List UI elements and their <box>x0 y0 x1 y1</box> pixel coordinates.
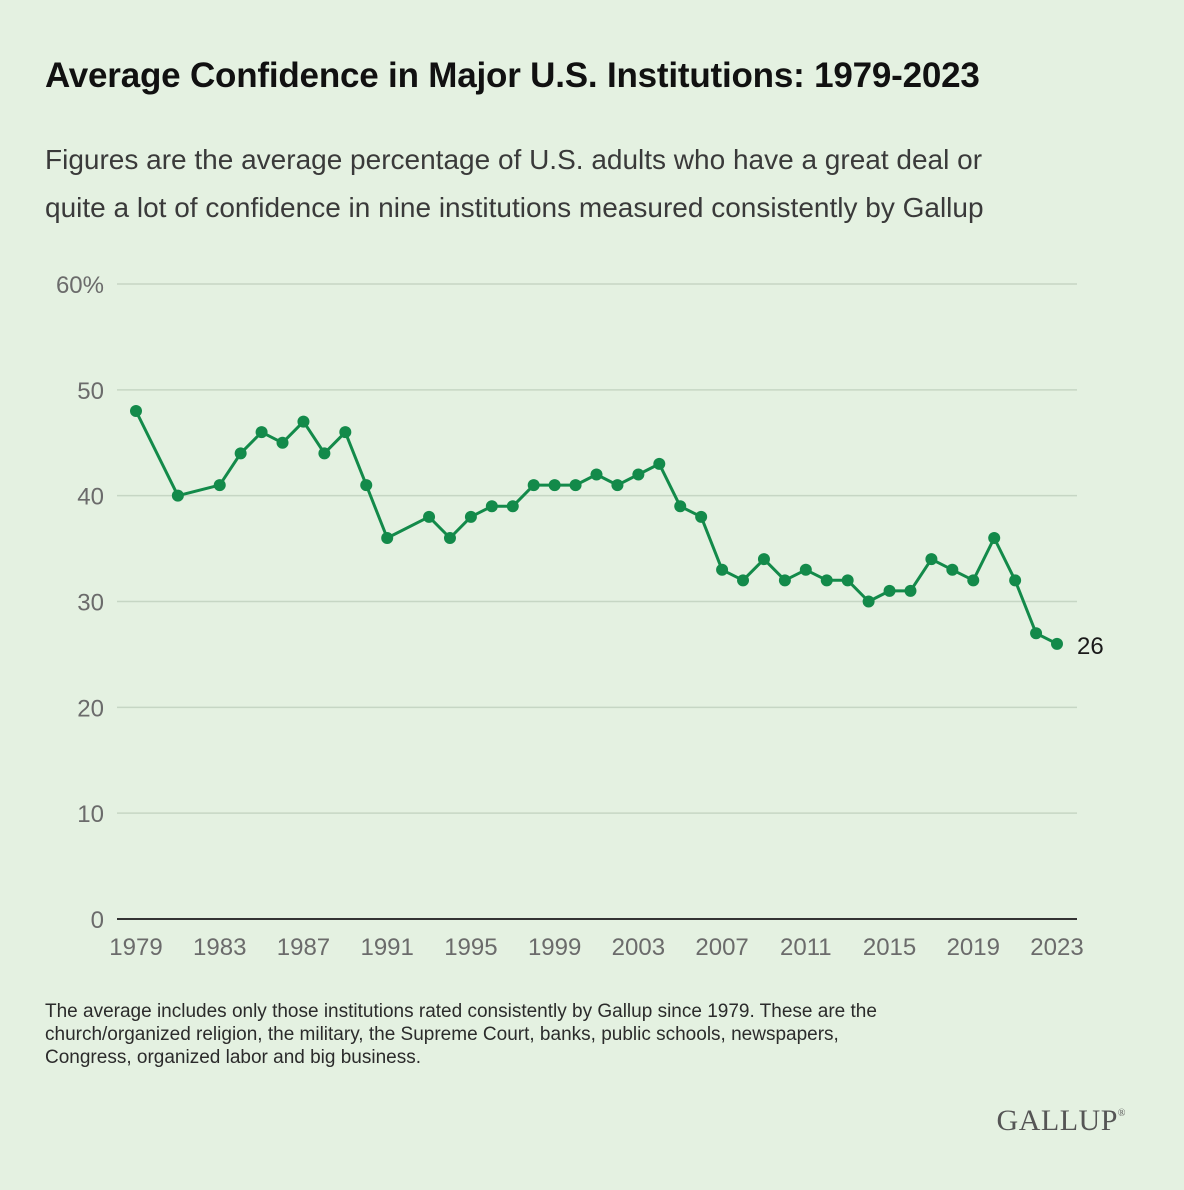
chart-title: Average Confidence in Major U.S. Institu… <box>45 56 980 95</box>
x-tick-label: 1999 <box>528 934 581 961</box>
data-point-2012 <box>820 574 833 587</box>
x-tick-label: 1995 <box>444 934 497 961</box>
y-axis-ticks: 0 10 20 30 40 50 60% <box>56 272 104 934</box>
gallup-logo: GALLUP® <box>997 1104 1126 1138</box>
data-point-1991 <box>381 532 394 544</box>
y-tick-label: 40 <box>77 484 104 511</box>
data-point-2008 <box>737 574 750 587</box>
x-tick-label: 1983 <box>193 934 246 961</box>
data-point-1999 <box>548 479 561 492</box>
y-tick-label: 10 <box>77 801 104 828</box>
subtitle-line-1: Figures are the average percentage of U.… <box>45 144 983 175</box>
data-point-2013 <box>841 574 854 587</box>
data-point-2004 <box>653 457 666 470</box>
data-point-1984 <box>234 447 247 460</box>
y-tick-label: 0 <box>91 907 104 934</box>
registered-mark: ® <box>1117 1108 1126 1119</box>
data-point-2014 <box>862 595 875 608</box>
chart-subtitle: Figures are the average percentage of U.… <box>45 136 1145 232</box>
footnote: The average includes only those institut… <box>45 1000 1145 1069</box>
series-confidence: 26 <box>130 405 1104 660</box>
data-point-2017 <box>925 553 938 566</box>
x-tick-label: 2023 <box>1030 934 1083 961</box>
data-point-2011 <box>799 563 812 576</box>
data-point-2020 <box>988 532 1001 544</box>
data-point-2022 <box>1030 627 1043 640</box>
data-point-1989 <box>339 426 352 439</box>
data-point-2001 <box>590 468 603 481</box>
data-point-2005 <box>674 500 687 513</box>
data-point-1986 <box>276 436 289 449</box>
footnote-line-2: church/organized religion, the military,… <box>45 1024 839 1045</box>
x-axis-ticks: 1979 1983 1987 1991 1995 1999 2003 2007 2011 2015… <box>109 934 1083 961</box>
data-point-1983 <box>213 479 226 492</box>
data-point-1981 <box>171 489 184 502</box>
data-point-2000 <box>569 479 582 492</box>
data-point-2018 <box>946 563 959 576</box>
x-tick-label: 1991 <box>360 934 413 961</box>
data-point-2016 <box>904 584 917 597</box>
x-tick-label: 2015 <box>863 934 916 961</box>
data-point-1979 <box>130 405 142 417</box>
data-point-1997 <box>506 500 519 513</box>
x-tick-label: 2007 <box>695 934 748 961</box>
data-point-1988 <box>318 447 331 460</box>
series-line <box>134 409 1059 646</box>
footnote-line-3: Congress, organized labor and big busine… <box>45 1047 422 1068</box>
data-point-1995 <box>464 510 477 523</box>
brand-name: GALLUP <box>996 1104 1118 1137</box>
data-point-1987 <box>297 415 310 428</box>
data-point-2009 <box>757 553 770 566</box>
line-chart: 0 10 20 30 40 50 60% 1979 1983 1987 1991 1995 1999 2… <box>56 272 1104 961</box>
data-point-1994 <box>443 532 456 544</box>
data-point-1985 <box>255 426 268 439</box>
data-point-1993 <box>423 510 436 523</box>
x-tick-label: 1987 <box>277 934 330 961</box>
y-tick-label: 60% <box>56 272 104 299</box>
x-tick-label: 2011 <box>780 934 832 961</box>
end-value-label: 26 <box>1077 633 1104 660</box>
x-tick-label: 2003 <box>612 934 665 961</box>
footnote-line-1: The average includes only those institut… <box>45 1001 877 1022</box>
data-point-2002 <box>611 479 624 492</box>
data-point-2006 <box>695 510 708 523</box>
data-point-2023 <box>1051 637 1063 650</box>
data-point-2003 <box>632 468 645 481</box>
data-point-2010 <box>778 574 791 587</box>
data-point-2021 <box>1009 574 1022 587</box>
data-point-2019 <box>967 574 980 587</box>
data-point-2007 <box>716 563 729 576</box>
data-point-1990 <box>360 479 373 492</box>
subtitle-line-2: quite a lot of confidence in nine instit… <box>45 192 984 223</box>
data-point-1996 <box>485 500 498 513</box>
x-tick-label: 1979 <box>109 934 162 961</box>
grid-lines <box>117 283 1077 920</box>
y-tick-label: 50 <box>77 378 104 405</box>
x-tick-label: 2019 <box>947 934 1000 961</box>
data-point-2015 <box>883 584 896 597</box>
y-tick-label: 20 <box>77 695 104 722</box>
y-tick-label: 30 <box>77 590 104 617</box>
data-point-1998 <box>527 479 540 492</box>
